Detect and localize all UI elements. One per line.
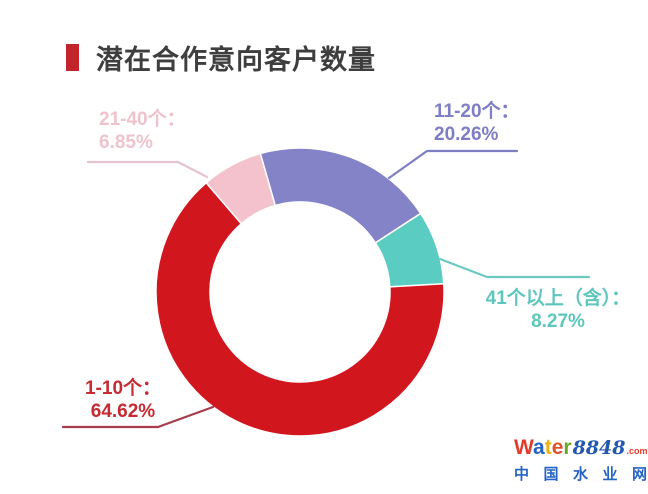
title-accent-bar bbox=[66, 44, 79, 71]
leader-line-11-20 bbox=[387, 149, 519, 180]
brand-letter: W bbox=[514, 436, 534, 459]
watermark-logo: Water 8848 .com 中国水业网 bbox=[514, 436, 648, 484]
brand-name: Water bbox=[514, 436, 572, 460]
callout-11-20: 11-20个： 20.26% bbox=[434, 100, 520, 146]
brand-letter: e bbox=[551, 436, 564, 459]
leader-line-41-plus bbox=[438, 257, 591, 279]
leader-line-1-10 bbox=[61, 405, 215, 429]
callout-41-plus-label: 41个以上（含）： bbox=[485, 288, 631, 309]
brand-suffix: 8848 bbox=[572, 437, 626, 459]
brand-subtitle-char: 业 bbox=[602, 466, 618, 483]
callout-11-20-value: 20.26% bbox=[434, 124, 499, 145]
chart-header: 潜在合作意向客户数量 bbox=[66, 38, 376, 77]
brand-subtitle-char: 水 bbox=[572, 466, 588, 483]
callout-41-plus-value: 8.27% bbox=[531, 311, 585, 332]
donut-slices bbox=[155, 147, 445, 437]
callout-1-10: 1-10个： 64.62% bbox=[73, 377, 173, 423]
donut-slice-3 bbox=[205, 152, 277, 225]
brand-letter: r bbox=[563, 436, 572, 459]
brand-line: Water 8848 .com bbox=[514, 436, 648, 460]
callout-1-10-label: 1-10个： bbox=[84, 378, 162, 399]
brand-letter: a bbox=[533, 436, 545, 459]
donut-slice-2 bbox=[155, 181, 445, 437]
callout-21-40: 21-40个： 6.85% bbox=[99, 108, 186, 154]
chart-title: 潜在合作意向客户数量 bbox=[96, 45, 376, 75]
brand-letter: t bbox=[544, 436, 552, 459]
brand-subtitle-char: 中 bbox=[514, 466, 530, 483]
callout-21-40-value: 6.85% bbox=[99, 132, 153, 153]
brand-tld: .com bbox=[626, 446, 648, 456]
callout-1-10-value: 64.62% bbox=[90, 401, 156, 422]
leader-line-21-40 bbox=[86, 160, 209, 179]
callout-11-20-label: 11-20个： bbox=[434, 101, 520, 122]
brand-subtitle-char: 国 bbox=[543, 466, 559, 483]
callout-41-plus: 41个以上（含）： 8.27% bbox=[473, 287, 643, 333]
brand-subtitle-char: 网 bbox=[631, 466, 647, 483]
callout-21-40-label: 21-40个： bbox=[99, 109, 186, 130]
brand-subtitle: 中国水业网 bbox=[514, 463, 647, 484]
